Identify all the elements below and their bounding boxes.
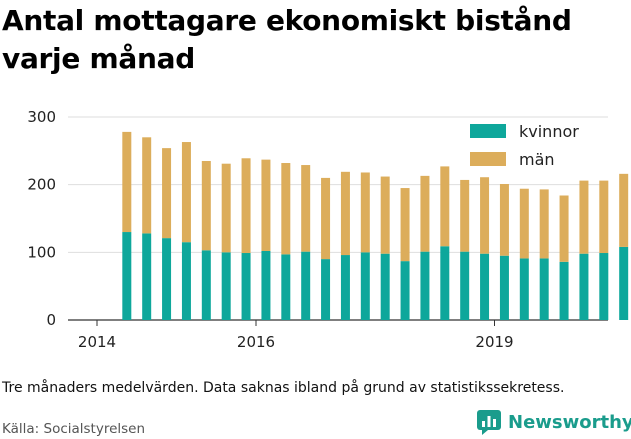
bar-man bbox=[499, 183, 509, 256]
bar-kvinnor bbox=[321, 259, 331, 320]
bar-man bbox=[181, 142, 191, 243]
bar-kvinnor bbox=[460, 251, 470, 320]
bar-kvinnor bbox=[181, 242, 191, 320]
newsworthy-logo[interactable]: Newsworthy bbox=[476, 408, 631, 436]
y-tick-label: 300 bbox=[27, 108, 56, 126]
bar-man bbox=[480, 177, 490, 254]
bar-man bbox=[519, 188, 529, 259]
bar-kvinnor bbox=[539, 258, 549, 320]
bar-man bbox=[321, 177, 331, 260]
bar-kvinnor bbox=[122, 232, 132, 320]
bar-man bbox=[579, 180, 589, 254]
footnote: Tre månaders medelvärden. Data saknas ib… bbox=[2, 380, 565, 396]
legend-label: kvinnor bbox=[519, 122, 579, 141]
legend-swatch-kvinnor bbox=[470, 124, 506, 138]
bar-kvinnor bbox=[142, 233, 152, 320]
bar-man bbox=[201, 160, 211, 251]
bar-man bbox=[340, 171, 350, 256]
bar-kvinnor bbox=[599, 253, 609, 320]
bar-kvinnor bbox=[519, 258, 529, 320]
bar-man bbox=[420, 175, 430, 252]
bar-kvinnor bbox=[162, 238, 172, 320]
bar-kvinnor bbox=[301, 251, 311, 320]
bar-kvinnor bbox=[579, 253, 589, 320]
bar-kvinnor bbox=[201, 250, 211, 320]
bar-man bbox=[162, 148, 172, 239]
bar-kvinnor bbox=[559, 261, 569, 320]
bar-kvinnor bbox=[480, 253, 490, 320]
bar-man bbox=[380, 176, 390, 254]
bar-man bbox=[241, 158, 251, 254]
y-tick-label: 200 bbox=[27, 176, 56, 194]
bar-man bbox=[559, 195, 569, 262]
x-tick-label: 2019 bbox=[475, 333, 513, 351]
brand-name: Newsworthy bbox=[508, 411, 631, 433]
x-tick-label: 2016 bbox=[237, 333, 275, 351]
bar-man bbox=[301, 165, 311, 252]
bar-kvinnor bbox=[619, 246, 629, 320]
bar-kvinnor bbox=[499, 255, 509, 320]
bar-man bbox=[261, 159, 271, 251]
y-tick-label: 100 bbox=[27, 243, 56, 261]
bar-chart-logo-icon bbox=[477, 410, 501, 435]
bar-kvinnor bbox=[380, 253, 390, 320]
chart-svg: 010020030020142016201920212023 kvinnormä… bbox=[27, 108, 629, 351]
source-label: Källa: Socialstyrelsen bbox=[2, 421, 146, 437]
legend-swatch-man bbox=[470, 152, 506, 166]
bar-man bbox=[400, 188, 410, 262]
bar-man bbox=[360, 172, 370, 253]
bar-kvinnor bbox=[340, 255, 350, 320]
bar-kvinnor bbox=[241, 253, 251, 320]
bar-man bbox=[460, 179, 470, 252]
bar-kvinnor bbox=[400, 261, 410, 320]
bar-man bbox=[539, 189, 549, 259]
bar-kvinnor bbox=[420, 251, 430, 320]
bar-kvinnor bbox=[261, 250, 271, 320]
bar-man bbox=[619, 173, 629, 247]
y-tick-label: 0 bbox=[46, 311, 56, 329]
bar-man bbox=[599, 180, 609, 254]
bar-man bbox=[142, 137, 152, 234]
bar-man bbox=[281, 163, 291, 255]
x-tick-label: 2014 bbox=[78, 333, 116, 351]
bar-kvinnor bbox=[440, 246, 450, 320]
bar-man bbox=[221, 163, 231, 253]
bar-kvinnor bbox=[221, 252, 231, 320]
chart-title: Antal mottagare ekonomiskt bistånd varje… bbox=[2, 4, 572, 75]
bar-kvinnor bbox=[360, 252, 370, 320]
bar-kvinnor bbox=[281, 254, 291, 320]
bar-man bbox=[440, 166, 450, 247]
legend-label: män bbox=[519, 150, 555, 169]
bar-man bbox=[122, 131, 132, 233]
